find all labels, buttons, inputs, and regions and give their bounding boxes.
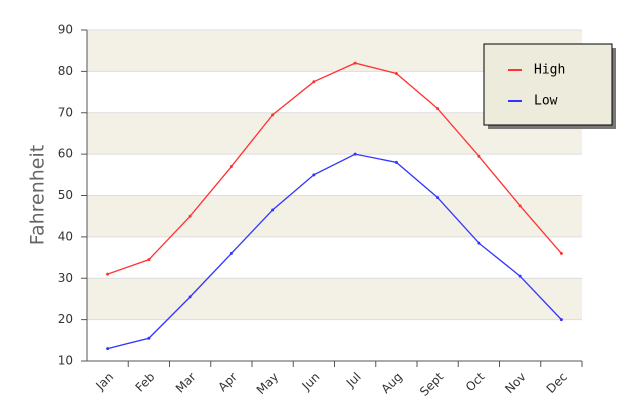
- data-point: [518, 274, 522, 278]
- x-tick-label: May: [254, 370, 281, 397]
- data-point: [312, 173, 316, 177]
- x-tick-label: Nov: [502, 370, 528, 396]
- y-tick-label: 90: [58, 23, 73, 37]
- data-point: [229, 251, 233, 255]
- y-tick-label: 50: [58, 188, 73, 202]
- data-point: [106, 347, 110, 351]
- plot-band: [87, 195, 582, 237]
- y-tick-label: 30: [58, 271, 73, 285]
- legend-label: Low: [534, 94, 558, 109]
- data-point: [188, 295, 192, 299]
- y-tick-label: 70: [58, 105, 73, 119]
- y-tick-label: 80: [58, 64, 73, 78]
- data-point: [271, 113, 275, 117]
- data-point: [436, 107, 440, 111]
- y-tick-label: 10: [58, 354, 73, 368]
- data-point: [271, 208, 275, 212]
- x-tick-label: Jan: [93, 370, 117, 394]
- x-tick-label: Sept: [417, 369, 446, 398]
- x-tick-label: Mar: [173, 370, 199, 396]
- series-line: [107, 62, 562, 275]
- legend-label: High: [534, 63, 565, 78]
- data-point: [394, 160, 398, 164]
- x-tick-label: Dec: [544, 370, 570, 396]
- plot-band: [87, 236, 582, 279]
- data-point: [353, 152, 357, 156]
- x-tick-label: Aug: [378, 370, 404, 396]
- data-point: [229, 165, 233, 169]
- data-point: [394, 71, 398, 75]
- data-point: [477, 154, 481, 158]
- data-point: [106, 272, 110, 276]
- y-axis-title: Fahrenheit: [27, 145, 49, 245]
- plot-band: [87, 154, 582, 196]
- series-line: [107, 153, 562, 350]
- x-tick-label: Apr: [215, 370, 240, 395]
- data-point: [477, 241, 481, 245]
- x-tick-label: Jun: [299, 370, 323, 394]
- y-tick-label: 40: [58, 229, 73, 243]
- x-tick-label: Feb: [133, 370, 158, 395]
- data-point: [353, 61, 357, 65]
- x-tick-label: Jul: [343, 370, 364, 391]
- x-tick-label: Oct: [463, 369, 488, 394]
- data-point: [147, 336, 151, 340]
- data-point: [188, 214, 192, 218]
- plot-band: [87, 278, 582, 320]
- y-tick-label: 60: [58, 147, 73, 161]
- legend: [483, 43, 613, 126]
- data-point: [147, 258, 151, 262]
- data-point: [559, 251, 563, 255]
- data-point: [518, 204, 522, 208]
- y-tick-label: 20: [58, 312, 73, 326]
- data-point: [436, 196, 440, 200]
- plot-band: [87, 319, 582, 361]
- data-point: [312, 80, 316, 84]
- data-point: [559, 318, 563, 322]
